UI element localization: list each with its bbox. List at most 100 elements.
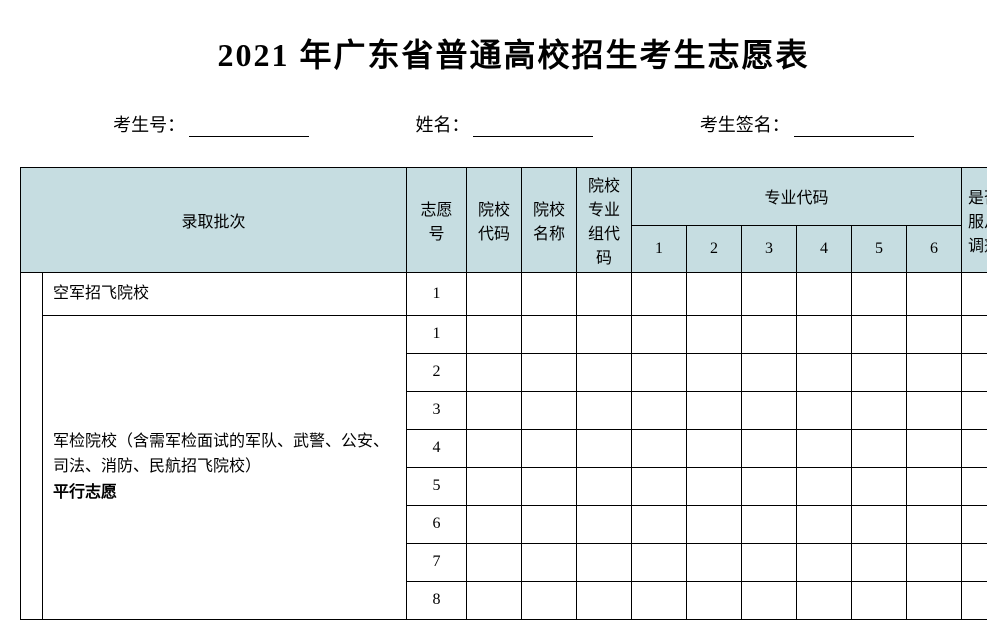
cell-major-2[interactable]: [687, 273, 742, 316]
cell-major-2[interactable]: [687, 467, 742, 505]
signature-input[interactable]: [794, 115, 914, 137]
cell-major-5[interactable]: [852, 353, 907, 391]
cell-school-code[interactable]: [467, 505, 522, 543]
cell-major-4[interactable]: [797, 505, 852, 543]
exam-number-input[interactable]: [189, 115, 309, 137]
cell-school-code[interactable]: [467, 543, 522, 581]
cell-major-3[interactable]: [742, 315, 797, 353]
cell-major-4[interactable]: [797, 543, 852, 581]
cell-choice-num[interactable]: 4: [407, 429, 467, 467]
cell-major-6[interactable]: [907, 429, 962, 467]
cell-group-code[interactable]: [577, 581, 632, 619]
cell-school-code[interactable]: [467, 467, 522, 505]
cell-school-name[interactable]: [522, 543, 577, 581]
cell-major-3[interactable]: [742, 467, 797, 505]
cell-choice-num[interactable]: 5: [407, 467, 467, 505]
cell-adjust[interactable]: [962, 467, 987, 505]
cell-group-code[interactable]: [577, 353, 632, 391]
cell-major-5[interactable]: [852, 505, 907, 543]
cell-major-5[interactable]: [852, 581, 907, 619]
cell-major-2[interactable]: [687, 391, 742, 429]
cell-major-2[interactable]: [687, 505, 742, 543]
cell-major-6[interactable]: [907, 273, 962, 316]
cell-adjust[interactable]: [962, 543, 987, 581]
cell-choice-num[interactable]: 2: [407, 353, 467, 391]
cell-major-5[interactable]: [852, 429, 907, 467]
cell-choice-num[interactable]: 3: [407, 391, 467, 429]
cell-major-5[interactable]: [852, 315, 907, 353]
cell-major-5[interactable]: [852, 543, 907, 581]
cell-major-6[interactable]: [907, 315, 962, 353]
cell-school-name[interactable]: [522, 429, 577, 467]
cell-major-6[interactable]: [907, 505, 962, 543]
cell-major-3[interactable]: [742, 391, 797, 429]
cell-adjust[interactable]: [962, 353, 987, 391]
cell-choice-num[interactable]: 1: [407, 315, 467, 353]
cell-group-code[interactable]: [577, 315, 632, 353]
cell-major-4[interactable]: [797, 315, 852, 353]
cell-major-6[interactable]: [907, 353, 962, 391]
cell-major-3[interactable]: [742, 581, 797, 619]
cell-major-4[interactable]: [797, 391, 852, 429]
cell-major-4[interactable]: [797, 353, 852, 391]
cell-major-3[interactable]: [742, 429, 797, 467]
cell-major-4[interactable]: [797, 581, 852, 619]
cell-choice-num[interactable]: 6: [407, 505, 467, 543]
cell-major-5[interactable]: [852, 273, 907, 316]
cell-adjust[interactable]: [962, 273, 987, 316]
cell-adjust[interactable]: [962, 391, 987, 429]
cell-group-code[interactable]: [577, 543, 632, 581]
cell-adjust[interactable]: [962, 505, 987, 543]
cell-school-name[interactable]: [522, 315, 577, 353]
cell-major-4[interactable]: [797, 467, 852, 505]
cell-choice-num[interactable]: 8: [407, 581, 467, 619]
cell-choice-num[interactable]: 1: [407, 273, 467, 316]
cell-group-code[interactable]: [577, 429, 632, 467]
cell-major-6[interactable]: [907, 581, 962, 619]
cell-major-1[interactable]: [632, 543, 687, 581]
cell-school-name[interactable]: [522, 467, 577, 505]
name-input[interactable]: [473, 115, 593, 137]
cell-choice-num[interactable]: 7: [407, 543, 467, 581]
cell-school-code[interactable]: [467, 581, 522, 619]
cell-major-5[interactable]: [852, 467, 907, 505]
cell-major-1[interactable]: [632, 353, 687, 391]
cell-major-1[interactable]: [632, 505, 687, 543]
cell-school-code[interactable]: [467, 429, 522, 467]
cell-group-code[interactable]: [577, 467, 632, 505]
cell-major-4[interactable]: [797, 273, 852, 316]
cell-adjust[interactable]: [962, 581, 987, 619]
cell-major-2[interactable]: [687, 429, 742, 467]
cell-school-name[interactable]: [522, 505, 577, 543]
cell-major-1[interactable]: [632, 273, 687, 316]
cell-school-code[interactable]: [467, 391, 522, 429]
cell-major-6[interactable]: [907, 391, 962, 429]
cell-adjust[interactable]: [962, 429, 987, 467]
cell-school-name[interactable]: [522, 391, 577, 429]
cell-major-6[interactable]: [907, 467, 962, 505]
cell-major-3[interactable]: [742, 505, 797, 543]
cell-major-1[interactable]: [632, 467, 687, 505]
cell-major-1[interactable]: [632, 315, 687, 353]
cell-major-1[interactable]: [632, 429, 687, 467]
cell-major-2[interactable]: [687, 315, 742, 353]
cell-major-6[interactable]: [907, 543, 962, 581]
cell-major-1[interactable]: [632, 581, 687, 619]
cell-major-3[interactable]: [742, 543, 797, 581]
cell-school-name[interactable]: [522, 353, 577, 391]
cell-school-code[interactable]: [467, 315, 522, 353]
cell-major-4[interactable]: [797, 429, 852, 467]
cell-group-code[interactable]: [577, 273, 632, 316]
cell-school-code[interactable]: [467, 273, 522, 316]
cell-major-3[interactable]: [742, 353, 797, 391]
cell-major-1[interactable]: [632, 391, 687, 429]
cell-school-name[interactable]: [522, 581, 577, 619]
cell-adjust[interactable]: [962, 315, 987, 353]
cell-major-3[interactable]: [742, 273, 797, 316]
cell-major-2[interactable]: [687, 543, 742, 581]
cell-school-code[interactable]: [467, 353, 522, 391]
cell-major-2[interactable]: [687, 581, 742, 619]
cell-group-code[interactable]: [577, 391, 632, 429]
cell-major-5[interactable]: [852, 391, 907, 429]
cell-school-name[interactable]: [522, 273, 577, 316]
